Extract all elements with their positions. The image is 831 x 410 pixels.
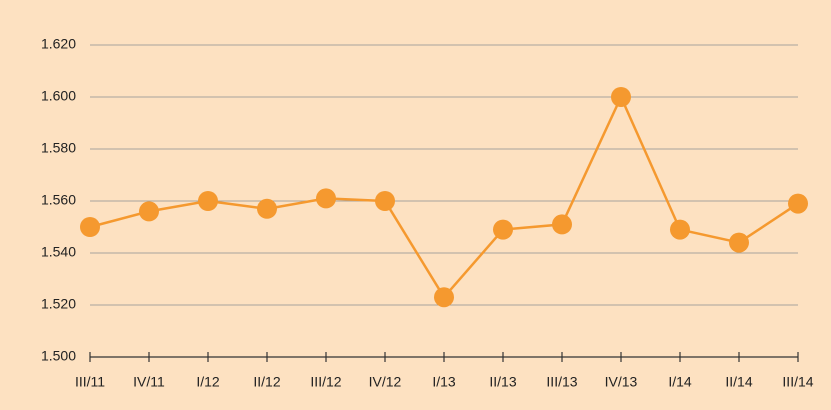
marker (316, 188, 336, 209)
y-tick-label: 1.540 (41, 244, 76, 260)
marker (670, 219, 690, 240)
x-tick-label: III/11 (75, 374, 105, 390)
x-tick-label: III/13 (546, 374, 577, 390)
marker (788, 193, 808, 214)
y-tick-label: 1.500 (41, 348, 76, 364)
marker (493, 219, 513, 240)
y-tick-label: 1.580 (41, 140, 76, 156)
marker (729, 232, 749, 253)
y-tick-label: 1.600 (41, 88, 76, 104)
x-tick-label: I/12 (196, 374, 220, 390)
marker (257, 198, 277, 219)
y-tick-label: 1.560 (41, 192, 76, 208)
y-tick-label: 1.620 (41, 36, 76, 52)
x-tick-label: IV/11 (133, 374, 165, 390)
x-tick-label: IV/12 (369, 374, 402, 390)
x-tick-label: II/14 (725, 374, 752, 390)
x-tick-label: I/13 (432, 374, 456, 390)
marker (198, 191, 218, 211)
marker (139, 201, 159, 222)
marker (611, 87, 631, 107)
marker (80, 217, 100, 237)
x-tick-label: II/13 (489, 374, 516, 390)
marker (552, 214, 572, 235)
x-tick-label: IV/13 (605, 374, 638, 390)
x-tick-label: III/14 (782, 374, 813, 390)
x-tick-label: II/12 (253, 374, 280, 390)
x-tick-label: III/12 (310, 374, 341, 390)
y-tick-label: 1.520 (41, 296, 76, 312)
x-tick-label: I/14 (668, 374, 692, 390)
marker (434, 287, 454, 308)
marker (375, 191, 395, 211)
